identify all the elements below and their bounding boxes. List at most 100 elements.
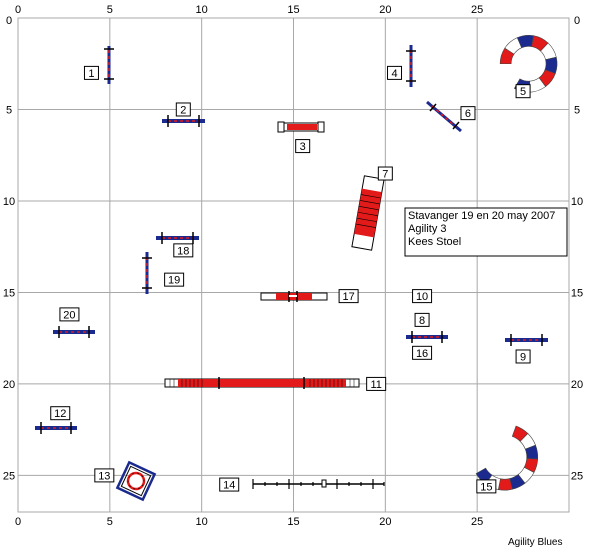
- obstacle-number-6: 6: [460, 106, 476, 121]
- number-text: 16: [416, 348, 428, 360]
- y-tick-label-right: 20: [571, 379, 583, 391]
- number-text: 12: [54, 408, 66, 420]
- number-text: 19: [168, 275, 180, 287]
- obstacle-number-1: 1: [83, 65, 99, 80]
- number-box: [387, 65, 403, 80]
- number-text: 20: [63, 309, 75, 321]
- number-text: 3: [300, 141, 306, 153]
- obstacle-number-20: 20: [59, 307, 80, 322]
- number-text: 15: [480, 481, 492, 493]
- obstacle-number-8: 8: [414, 312, 430, 327]
- obstacle-number-16: 16: [412, 345, 433, 360]
- dogwalk-11: [164, 377, 360, 389]
- number-text: 8: [419, 315, 425, 327]
- obstacle-number-18: 18: [173, 243, 194, 258]
- x-tick-label-top: 0: [15, 4, 21, 16]
- number-text: 4: [391, 68, 397, 80]
- obstacle-number-11: 11: [366, 376, 387, 391]
- number-text: 1: [88, 68, 94, 80]
- a-frame-7: [351, 175, 385, 251]
- x-tick-label-bottom: 10: [196, 516, 208, 528]
- y-tick-label-right: 25: [571, 470, 583, 482]
- number-box: [164, 272, 185, 287]
- grid-lines: [17, 17, 570, 513]
- jump-4: [406, 45, 416, 87]
- number-box: [173, 243, 194, 258]
- obstacle-number-2: 2: [175, 102, 191, 117]
- number-text: 11: [370, 379, 381, 391]
- wall-17: [260, 291, 328, 302]
- y-tick-label-left: 5: [6, 104, 12, 116]
- jump-19: [142, 252, 152, 294]
- number-box: [476, 479, 497, 494]
- obstacle-number-10: 10: [412, 289, 433, 304]
- number-box: [83, 65, 99, 80]
- obstacle-number-15: 15: [476, 479, 497, 494]
- wall-jump-3: [277, 121, 325, 133]
- number-box: [515, 84, 531, 99]
- jump-12: [35, 422, 77, 434]
- y-tick-label-left: 25: [3, 470, 15, 482]
- x-tick-label-bottom: 25: [471, 516, 483, 528]
- number-box: [219, 477, 240, 492]
- number-box: [414, 312, 430, 327]
- number-box: [175, 102, 191, 117]
- tire-13: [115, 460, 157, 502]
- tunnel-5: [499, 34, 558, 93]
- obstacle-number-9: 9: [515, 349, 531, 364]
- y-tick-label-left: 20: [3, 379, 15, 391]
- number-box: [50, 406, 71, 421]
- jump-1: [104, 46, 114, 84]
- jump-9: [505, 334, 548, 346]
- jump-18: [156, 232, 199, 244]
- y-tick-label-left: 15: [3, 287, 15, 299]
- x-tick-label-top: 10: [196, 4, 208, 16]
- obstacle-number-13: 13: [94, 468, 115, 483]
- obstacle-number-5: 5: [515, 84, 531, 99]
- weave-poles-14: [252, 479, 385, 489]
- jump-2: [162, 115, 205, 127]
- obstacle-number-17: 17: [338, 289, 359, 304]
- number-text: 7: [382, 169, 388, 181]
- number-box: [515, 349, 531, 364]
- number-text: 10: [416, 291, 428, 303]
- y-tick-label-left: 0: [6, 15, 12, 27]
- number-box: [460, 106, 476, 121]
- number-text: 2: [180, 104, 186, 116]
- jump-20: [53, 326, 95, 338]
- course-info-class: Agility 3: [408, 223, 447, 235]
- obstacle-number-12: 12: [50, 406, 71, 421]
- number-box: [377, 166, 393, 181]
- number-box: [412, 345, 433, 360]
- x-tick-label-top: 25: [471, 4, 483, 16]
- course-info-judge: Kees Stoel: [408, 236, 461, 248]
- number-box: [94, 468, 115, 483]
- jump-6: [426, 100, 462, 133]
- y-tick-label-right: 15: [571, 287, 583, 299]
- number-text: 5: [520, 86, 526, 98]
- y-tick-label-right: 0: [574, 15, 580, 27]
- number-text: 17: [342, 291, 354, 303]
- x-tick-label-bottom: 15: [287, 516, 299, 528]
- x-tick-label-bottom: 0: [15, 516, 21, 528]
- number-box: [338, 289, 359, 304]
- x-tick-label-bottom: 5: [107, 516, 113, 528]
- obstacles: [35, 34, 558, 502]
- number-text: 14: [223, 480, 235, 492]
- number-box: [412, 289, 433, 304]
- number-text: 6: [465, 108, 471, 120]
- obstacle-number-4: 4: [387, 65, 403, 80]
- y-tick-label-right: 10: [571, 196, 583, 208]
- x-tick-label-top: 20: [379, 4, 391, 16]
- obstacle-number-14: 14: [219, 477, 240, 492]
- obstacle-number-19: 19: [164, 272, 185, 287]
- course-info-event: Stavanger 19 en 20 may 2007: [408, 210, 555, 222]
- number-text: 9: [520, 351, 526, 363]
- x-tick-label-top: 15: [287, 4, 299, 16]
- jump-8: [406, 331, 448, 343]
- x-tick-label-bottom: 20: [379, 516, 391, 528]
- x-tick-label-top: 5: [107, 4, 113, 16]
